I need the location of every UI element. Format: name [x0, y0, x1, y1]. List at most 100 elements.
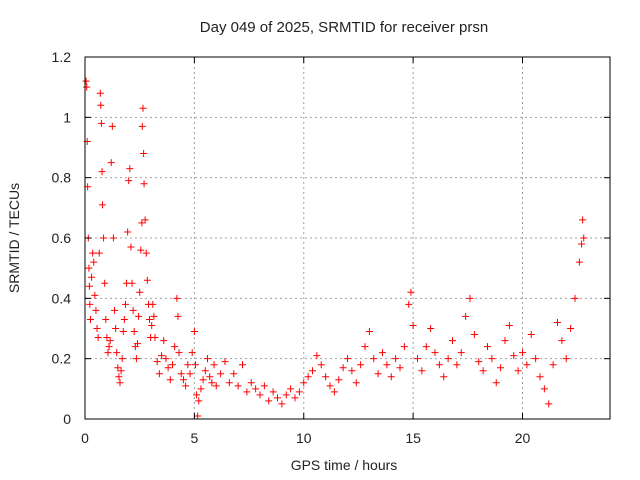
data-point — [120, 315, 128, 323]
data-point — [484, 343, 491, 351]
data-point — [117, 367, 125, 375]
data-point — [291, 394, 299, 402]
data-point — [497, 364, 505, 372]
data-point — [274, 394, 281, 402]
data-point — [519, 349, 526, 357]
data-point — [287, 385, 295, 393]
data-point — [501, 337, 509, 345]
data-point — [138, 122, 146, 130]
data-point — [98, 168, 106, 176]
data-point — [119, 328, 127, 336]
data-point — [128, 279, 136, 287]
data-point — [132, 355, 140, 363]
data-point — [169, 361, 176, 369]
y-tick-label: 0.8 — [52, 170, 72, 186]
data-point — [414, 355, 421, 363]
data-point — [523, 361, 531, 369]
data-point — [405, 300, 413, 308]
data-point — [100, 234, 108, 242]
data-point — [105, 343, 113, 351]
data-point — [88, 273, 96, 281]
data-point — [89, 249, 97, 257]
data-point — [112, 325, 120, 332]
data-point — [579, 216, 587, 224]
data-point — [317, 361, 325, 369]
y-tick-label: 0.2 — [52, 351, 72, 367]
data-point — [148, 321, 156, 329]
data-point — [221, 358, 229, 366]
data-point — [400, 343, 408, 351]
data-point — [365, 328, 373, 336]
data-point — [225, 379, 233, 387]
data-point — [431, 349, 439, 357]
data-point — [153, 358, 161, 366]
data-point — [466, 294, 474, 302]
data-point — [126, 165, 134, 173]
data-point — [212, 382, 220, 390]
data-point — [435, 361, 443, 369]
data-point — [91, 291, 99, 299]
data-point — [143, 276, 151, 284]
data-point — [160, 337, 168, 345]
data-point — [139, 104, 147, 112]
chart-title: Day 049 of 2025, SRMTID for receiver prs… — [200, 19, 488, 36]
data-point — [357, 361, 365, 369]
y-tick-label: 1 — [63, 109, 71, 125]
y-tick-label: 1.2 — [52, 49, 72, 65]
data-point — [352, 379, 360, 387]
data-point — [470, 331, 478, 339]
data-point — [295, 388, 303, 396]
data-point — [243, 388, 251, 396]
data-point — [115, 373, 123, 381]
data-point — [95, 249, 103, 257]
data-point — [103, 334, 111, 342]
data-point — [313, 352, 321, 360]
data-point — [392, 355, 400, 363]
data-point — [104, 349, 112, 357]
data-point — [440, 373, 448, 381]
data-point — [186, 370, 194, 378]
data-point — [578, 240, 586, 248]
data-point — [309, 367, 316, 375]
data-point — [94, 334, 102, 342]
data-point — [348, 367, 356, 375]
data-point — [300, 379, 308, 387]
data-point — [252, 385, 260, 393]
data-point — [269, 388, 277, 396]
data-point — [83, 83, 91, 91]
data-point — [549, 361, 557, 369]
y-tick-label: 0 — [63, 411, 71, 427]
data-point — [567, 325, 575, 332]
data-point — [140, 150, 148, 158]
data-point — [239, 361, 246, 369]
data-point — [383, 361, 391, 369]
data-point — [129, 306, 137, 314]
data-point — [204, 355, 211, 363]
data-point — [580, 234, 588, 242]
data-point — [190, 328, 198, 336]
data-point — [121, 300, 129, 308]
data-point — [558, 337, 566, 345]
grid-lines — [85, 57, 610, 419]
data-point — [130, 328, 138, 336]
data-point — [175, 349, 183, 357]
data-point — [449, 337, 456, 345]
data-point — [409, 321, 417, 329]
data-point — [545, 400, 553, 408]
data-point — [562, 355, 570, 363]
data-point — [177, 370, 185, 378]
data-point — [444, 355, 452, 363]
data-point — [234, 382, 242, 390]
data-point — [247, 379, 255, 387]
data-point — [339, 364, 347, 372]
data-point — [418, 367, 426, 375]
data-point — [99, 201, 106, 209]
data-point — [510, 352, 518, 360]
data-point — [453, 361, 461, 369]
data-point — [422, 343, 430, 351]
data-point — [256, 391, 264, 399]
data-point — [230, 370, 238, 378]
x-tick-label: 10 — [296, 430, 312, 446]
data-point — [379, 349, 386, 357]
